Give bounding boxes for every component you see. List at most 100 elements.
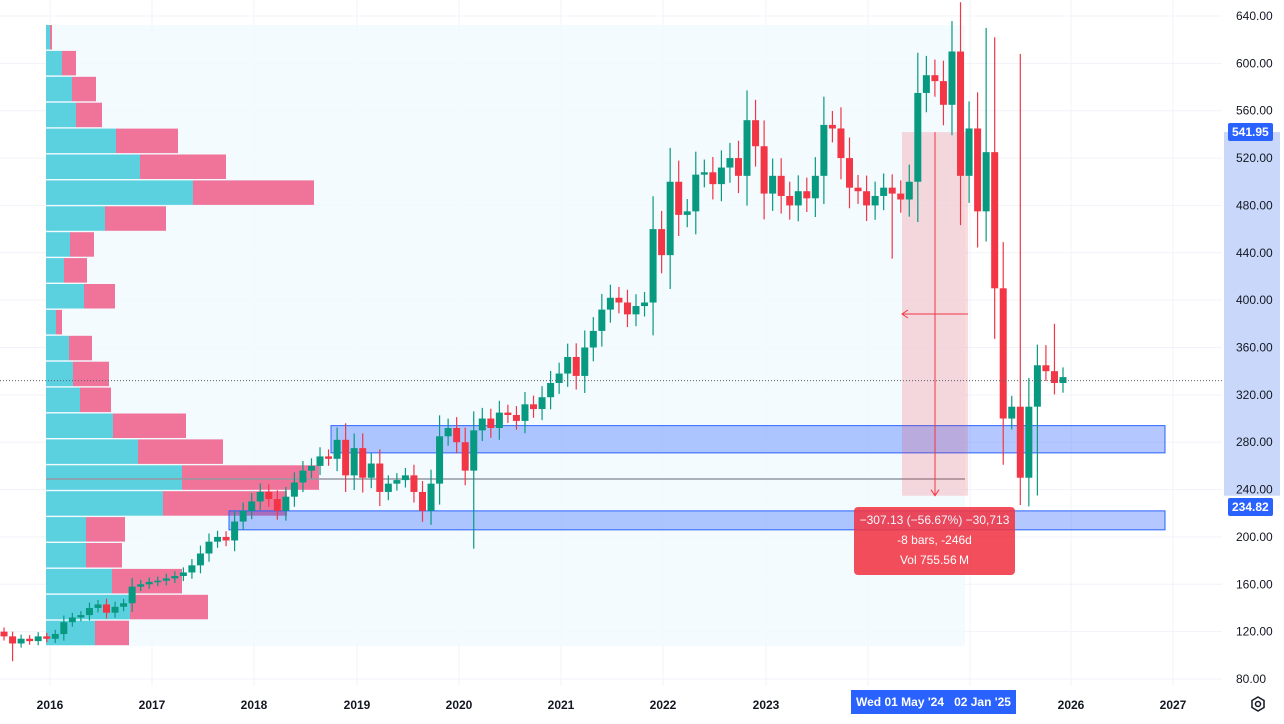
candle-body bbox=[1025, 406, 1033, 478]
candle-body bbox=[282, 496, 290, 511]
price-axis-label: 520.00 bbox=[1236, 151, 1273, 165]
candle-body bbox=[273, 499, 281, 511]
candle-body bbox=[641, 302, 649, 307]
candle-body bbox=[111, 606, 119, 613]
candle-body bbox=[606, 297, 614, 310]
candle-body bbox=[846, 158, 853, 188]
settings-icon[interactable] bbox=[1248, 694, 1268, 714]
candle-body bbox=[828, 124, 836, 129]
time-axis-label: 2016 bbox=[37, 698, 64, 712]
candle-body bbox=[581, 347, 589, 376]
volume-profile-up-bar bbox=[46, 154, 140, 179]
volume-profile-down-bar bbox=[140, 154, 226, 179]
candle-body bbox=[504, 412, 512, 415]
price-axis-range-highlight bbox=[1224, 132, 1280, 496]
candle-body bbox=[1033, 365, 1041, 407]
price-axis-label: 120.00 bbox=[1236, 625, 1273, 639]
volume-profile-down-bar bbox=[72, 76, 96, 102]
candle-body bbox=[393, 480, 401, 484]
candle-body bbox=[658, 229, 666, 256]
price-axis-label: 200.00 bbox=[1236, 530, 1273, 544]
candle-body bbox=[9, 636, 17, 644]
measurement-bars: -8 bars, -246d bbox=[897, 533, 972, 547]
candle-body bbox=[589, 330, 597, 348]
candle-body bbox=[316, 456, 324, 466]
volume-profile-down-bar bbox=[56, 309, 62, 335]
volume-profile-up-bar bbox=[46, 491, 163, 516]
candle-body bbox=[675, 181, 683, 215]
candle-body bbox=[94, 604, 102, 608]
candle-body bbox=[615, 297, 623, 303]
volume-profile-up-bar bbox=[46, 620, 95, 646]
candle-body bbox=[487, 418, 495, 429]
candle-body bbox=[239, 510, 247, 522]
candle-body bbox=[786, 195, 794, 206]
price-axis-label: 360.00 bbox=[1236, 341, 1273, 355]
candle-body bbox=[43, 636, 51, 639]
candle-body bbox=[419, 491, 426, 511]
volume-profile-up-bar bbox=[46, 439, 138, 464]
candle-body bbox=[68, 617, 76, 623]
candle-body bbox=[444, 428, 452, 437]
volume-profile-up-bar bbox=[46, 543, 86, 568]
arrow-down-icon bbox=[930, 489, 940, 497]
candle-body bbox=[530, 404, 538, 410]
candle-body bbox=[436, 436, 444, 484]
candle-body bbox=[333, 439, 341, 459]
candle-body bbox=[137, 584, 145, 587]
candle-body bbox=[103, 604, 111, 613]
volume-profile-up-bar bbox=[46, 258, 64, 283]
volume-profile-area bbox=[46, 25, 965, 646]
candle-body bbox=[359, 448, 367, 478]
volume-profile-up-bar bbox=[46, 465, 182, 490]
candle-body bbox=[623, 302, 631, 315]
price-axis-label: 240.00 bbox=[1236, 483, 1273, 497]
price-axis-label: 480.00 bbox=[1236, 198, 1273, 212]
candle-body bbox=[863, 191, 871, 206]
candle-body bbox=[120, 603, 128, 607]
volume-profile-up-bar bbox=[46, 413, 113, 438]
measurement-info-box: −307.13 (−56.67%) −30,713 -8 bars, -246d… bbox=[854, 507, 1015, 575]
volume-profile-up-bar bbox=[46, 309, 56, 335]
candle-body bbox=[948, 51, 956, 105]
candle-body bbox=[128, 586, 136, 604]
candle-body bbox=[803, 191, 811, 199]
measure-start-date: Wed 01 May '24 bbox=[856, 695, 945, 709]
measurement-volume: Vol 755.56 M bbox=[899, 553, 970, 567]
price-axis-label: 560.00 bbox=[1236, 104, 1273, 118]
volume-profile-up-bar bbox=[46, 517, 86, 542]
measure-from-price-badge: 541.95 bbox=[1228, 123, 1273, 141]
candle-body bbox=[256, 491, 264, 502]
candle-body bbox=[794, 191, 802, 206]
candle-body bbox=[521, 404, 529, 421]
volume-profile-up-bar bbox=[46, 232, 70, 257]
candle-body bbox=[743, 120, 751, 176]
volume-profile-up-bar bbox=[46, 387, 80, 413]
volume-profile-down-bar bbox=[73, 361, 109, 387]
candle-body bbox=[154, 580, 162, 583]
candle-body bbox=[974, 128, 982, 212]
candle-body bbox=[145, 581, 153, 585]
candle-body bbox=[1016, 406, 1024, 478]
time-axis-label: 2027 bbox=[1160, 698, 1187, 712]
measure-to-price-badge: 234.82 bbox=[1228, 498, 1273, 516]
candle-body bbox=[290, 482, 298, 497]
candle-body bbox=[376, 463, 384, 492]
time-axis-label: 2017 bbox=[139, 698, 166, 712]
candle-body bbox=[461, 442, 469, 471]
measurement-change: −307.13 (−56.67%) −30,713 bbox=[859, 513, 1010, 527]
volume-profile-up-bar bbox=[46, 568, 112, 594]
volume-profile-down-bar bbox=[86, 543, 122, 568]
time-axis-label: 2026 bbox=[1058, 698, 1085, 712]
candle-body bbox=[931, 75, 939, 82]
candle-body bbox=[717, 167, 725, 185]
candle-body bbox=[342, 439, 350, 476]
candle-body bbox=[922, 75, 930, 93]
candle-body bbox=[85, 607, 93, 616]
candle-body bbox=[1008, 406, 1016, 419]
candle-body bbox=[914, 92, 922, 182]
candle-body bbox=[299, 470, 307, 483]
volume-profile-down-bar bbox=[70, 232, 94, 257]
candle-body bbox=[939, 81, 947, 105]
